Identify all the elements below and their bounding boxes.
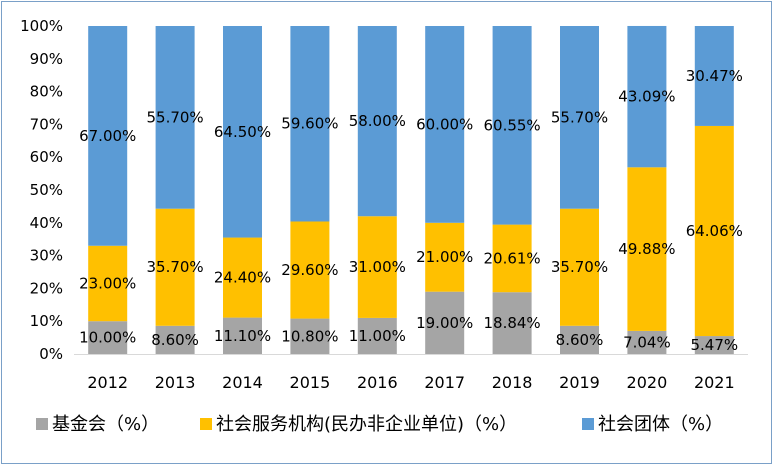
data-label: 11.10%: [214, 327, 271, 345]
bar-segment: [627, 167, 667, 331]
data-label: 19.00%: [416, 314, 473, 332]
data-label: 60.00%: [416, 115, 473, 133]
legend-swatch: [582, 418, 594, 430]
legend-swatch: [36, 418, 48, 430]
data-label: 58.00%: [349, 112, 406, 130]
bars: [88, 25, 734, 354]
y-tick-label: 100%: [20, 17, 63, 35]
x-tick-label: 2013: [155, 373, 196, 392]
x-tick-label: 2020: [627, 373, 668, 392]
bar-segment: [627, 330, 667, 354]
data-label: 7.04%: [623, 333, 671, 351]
data-label: 35.70%: [146, 258, 203, 276]
legend: 基金会（%） 社会服务机构(民办非企业单位)（%） 社会团体（%）: [36, 414, 723, 435]
bar-segment: [357, 216, 397, 318]
data-label: 8.60%: [556, 331, 604, 349]
bar-segment: [627, 25, 667, 168]
bar-segment: [492, 26, 532, 225]
bar-segment: [694, 336, 734, 354]
y-tick-label: 30%: [30, 247, 63, 265]
data-label: 55.70%: [551, 108, 608, 126]
bar-segment: [694, 125, 734, 337]
data-label: 11.00%: [349, 327, 406, 345]
bar-segment: [560, 26, 599, 209]
bar-segment: [88, 245, 128, 322]
data-label: 49.88%: [618, 240, 675, 258]
y-tick-label: 60%: [30, 148, 63, 166]
bar-segment: [155, 26, 195, 209]
data-label: 31.00%: [349, 258, 406, 276]
x-tick-label: 2012: [87, 373, 128, 392]
data-label: 21.00%: [416, 248, 473, 266]
x-axis-ticks: 2012 2013 2014 2015 2016 2017 2018 2019 2020 2021: [87, 373, 734, 392]
x-tick-label: 2018: [492, 373, 533, 392]
x-tick-label: 2017: [424, 373, 465, 392]
data-label: 18.84%: [483, 314, 540, 332]
x-tick-label: 2016: [357, 373, 398, 392]
data-label: 23.00%: [79, 274, 136, 292]
y-tick-label: 90%: [30, 50, 63, 68]
bar-segment: [223, 26, 262, 238]
y-tick-label: 10%: [30, 312, 63, 330]
legend-label: 社会服务机构(民办非企业单位)（%）: [216, 414, 517, 435]
data-label: 29.60%: [281, 261, 338, 279]
bar-segment: [560, 325, 599, 354]
data-label: 55.70%: [146, 108, 203, 126]
data-labels: 10.00% 23.00% 67.00% 8.60% 35.70% 55.70% 11.10…: [79, 67, 743, 354]
data-label: 64.50%: [214, 123, 271, 141]
x-tick-label: 2015: [290, 373, 331, 392]
bar-segment: [560, 208, 599, 326]
data-label: 59.60%: [281, 115, 338, 133]
bar-segment: [88, 321, 128, 354]
y-tick-label: 20%: [30, 279, 63, 297]
legend-label: 社会团体（%）: [598, 414, 723, 435]
bar-segment: [425, 222, 465, 292]
bar-segment: [425, 291, 465, 354]
bar-segment: [155, 208, 195, 326]
data-label: 60.55%: [483, 116, 540, 134]
data-label: 20.61%: [483, 249, 540, 267]
bar-segment: [290, 26, 330, 222]
data-label: 8.60%: [151, 331, 199, 349]
data-label: 10.80%: [281, 327, 338, 345]
legend-swatch: [200, 418, 212, 430]
bar-segment: [492, 292, 532, 354]
data-label: 43.09%: [618, 88, 675, 106]
bar-segment: [223, 317, 262, 354]
data-label: 67.00%: [79, 127, 136, 145]
data-label: 10.00%: [79, 329, 136, 347]
bar-segment: [492, 224, 532, 293]
bar-segment: [357, 317, 397, 354]
y-tick-label: 0%: [39, 345, 63, 363]
x-tick-label: 2021: [694, 373, 735, 392]
legend-label: 基金会（%）: [52, 414, 159, 435]
bar-segment: [155, 325, 195, 354]
bar-segment: [425, 26, 465, 223]
x-tick-label: 2014: [222, 373, 263, 392]
data-label: 24.40%: [214, 269, 271, 287]
data-label: 64.06%: [686, 222, 743, 240]
y-tick-label: 70%: [30, 115, 63, 133]
bar-segment: [223, 237, 262, 318]
bar-segment: [88, 26, 128, 246]
y-tick-label: 80%: [30, 83, 63, 101]
data-label: 5.47%: [690, 336, 738, 354]
y-tick-label: 40%: [30, 214, 63, 232]
y-tick-label: 50%: [30, 181, 63, 199]
x-tick-label: 2019: [559, 373, 600, 392]
data-label: 35.70%: [551, 258, 608, 276]
bar-segment: [290, 221, 330, 319]
data-label: 30.47%: [686, 67, 743, 85]
bar-segment: [357, 26, 397, 217]
bar-segment: [290, 318, 330, 354]
bar-segment: [694, 26, 734, 126]
y-axis-ticks: 0% 10% 20% 30% 40% 50% 60% 70% 80% 90% 100%: [20, 17, 63, 363]
